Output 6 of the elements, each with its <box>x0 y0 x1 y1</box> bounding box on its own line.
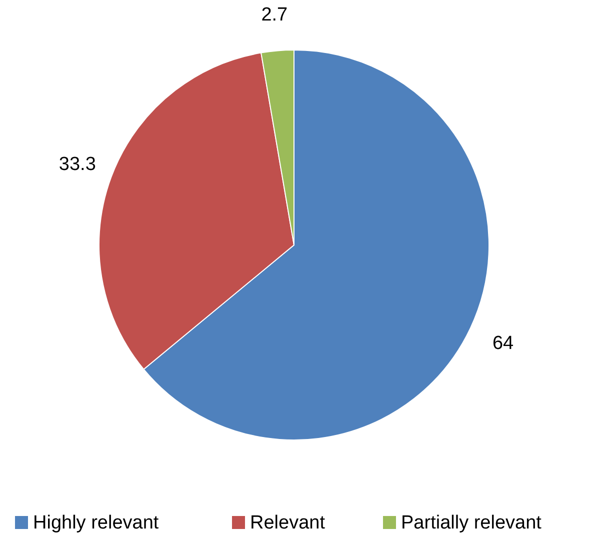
legend-label: Relevant <box>250 512 326 534</box>
legend-label: Partially relevant <box>401 512 542 534</box>
data-label: 64 <box>492 332 514 354</box>
data-label: 2.7 <box>261 4 288 26</box>
data-label: 33.3 <box>58 154 96 176</box>
legend-label: Highly relevant <box>33 512 160 534</box>
